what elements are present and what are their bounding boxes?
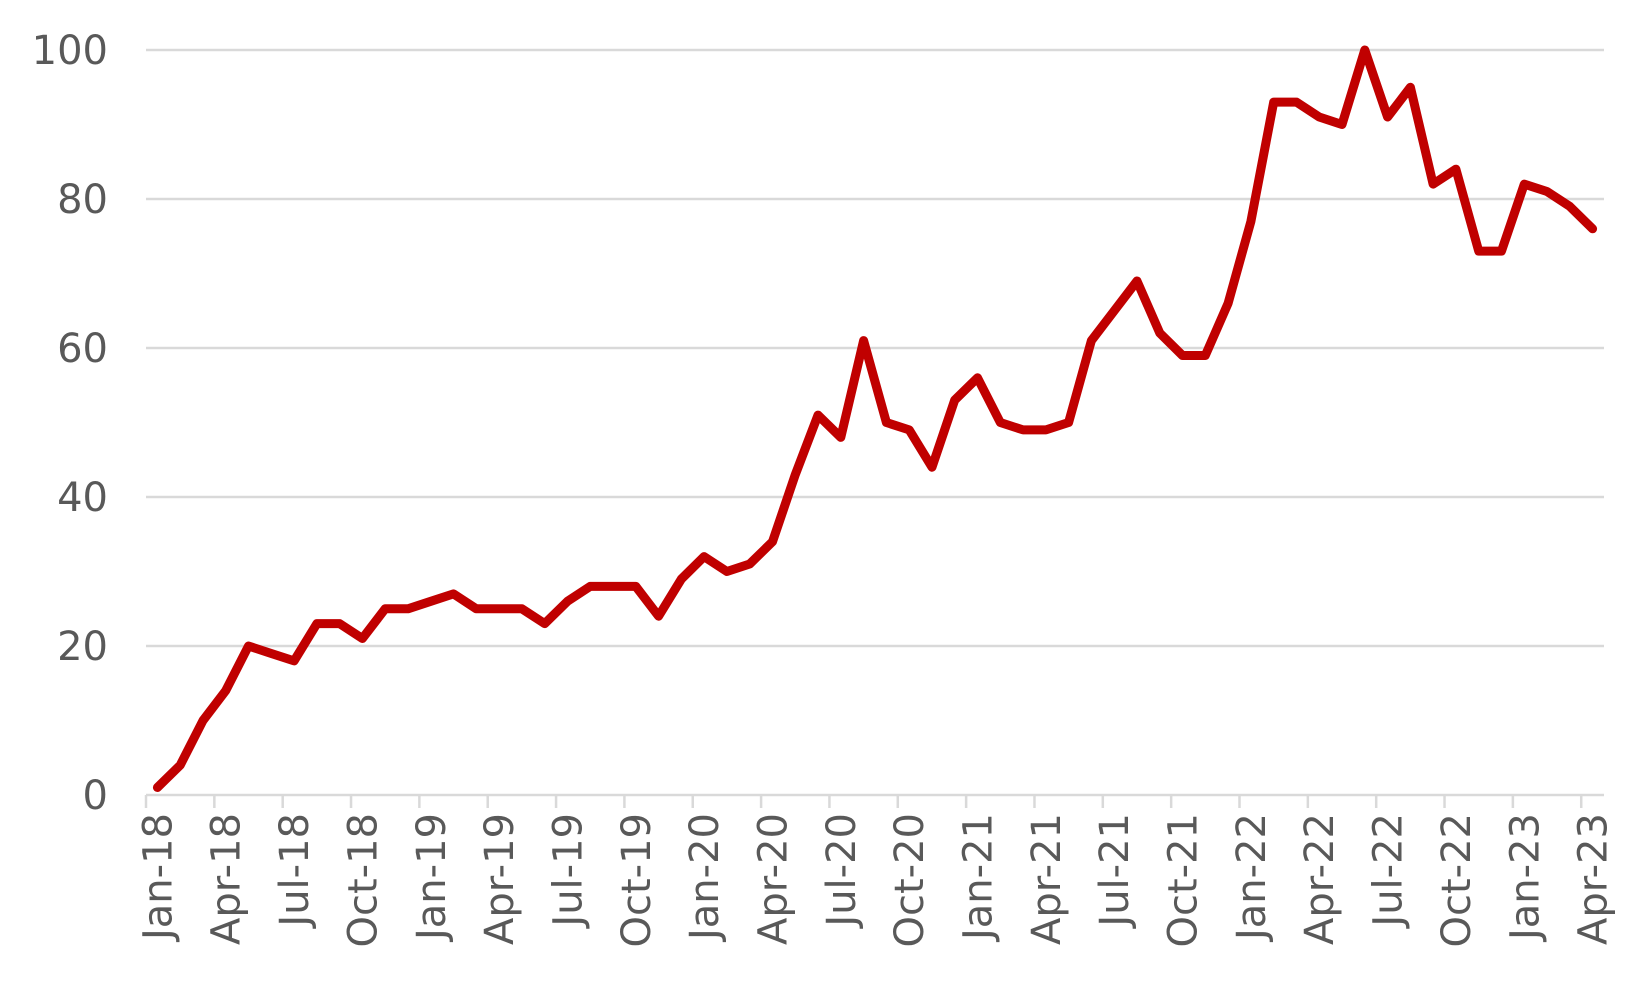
x-tick-label: Apr-21	[1024, 813, 1070, 945]
x-tick-label: Apr-18	[204, 813, 250, 945]
x-tick-label: Oct-20	[887, 813, 933, 948]
x-tick-label: Apr-19	[477, 813, 523, 945]
y-tick-label: 60	[57, 326, 108, 372]
x-tick-label: Apr-20	[750, 813, 796, 945]
series-layer	[152, 45, 1598, 792]
x-tick-label: Jul-20	[819, 813, 865, 930]
y-tick-label: 100	[32, 28, 108, 74]
x-tick-label: Jan-18	[135, 813, 181, 943]
y-tick-label: 40	[57, 475, 108, 521]
gridlines	[146, 48, 1604, 648]
x-tick-label: Jan-20	[682, 813, 728, 943]
x-tick-label: Jan-23	[1502, 813, 1548, 943]
series-line-0	[152, 45, 1598, 792]
x-tick-label: Oct-22	[1434, 813, 1480, 948]
x-tick-label: Jul-19	[545, 813, 591, 930]
x-tick-label: Jul-22	[1366, 813, 1412, 930]
x-tick-label: Jan-21	[956, 813, 1002, 943]
x-tick-label: Apr-23	[1571, 813, 1617, 945]
x-tick-label: Jan-22	[1229, 813, 1275, 943]
x-tick-label: Oct-21	[1161, 813, 1207, 948]
x-tick-label: Apr-22	[1297, 813, 1343, 945]
x-tick-label: Oct-19	[614, 813, 660, 948]
x-tick-label: Jul-18	[272, 813, 318, 930]
x-tick-label: Jul-21	[1092, 813, 1138, 930]
y-tick-label: 0	[83, 773, 108, 819]
y-tick-label: 20	[57, 624, 108, 670]
x-axis: Jan-18 Apr-18 Jul-18 Oct-18 Jan-19 Apr-19 Jul-…	[135, 793, 1617, 948]
y-axis-ticks: 0 20 40 60 80 100	[32, 28, 108, 819]
y-tick-label: 80	[57, 177, 108, 223]
x-tick-label: Oct-18	[340, 813, 386, 948]
x-tick-label: Jan-19	[409, 813, 455, 943]
